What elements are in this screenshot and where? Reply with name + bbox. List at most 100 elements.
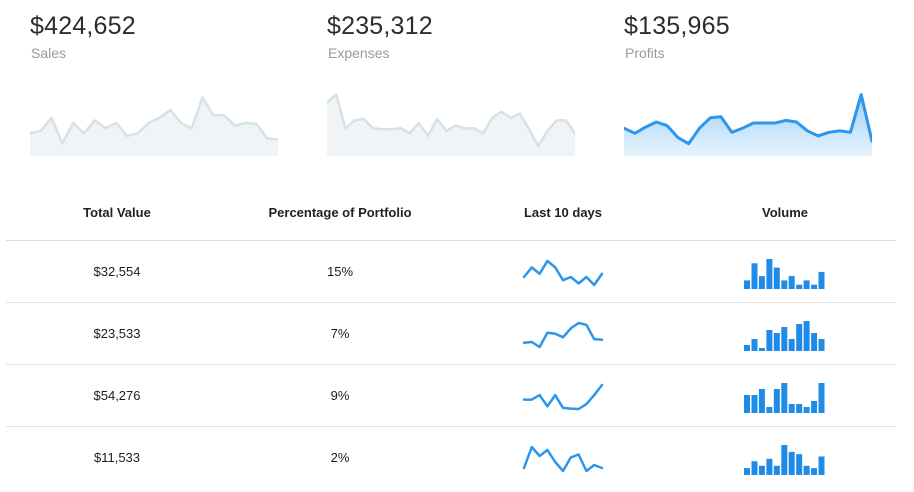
volume-bar <box>751 338 758 351</box>
sparkline-area <box>624 94 872 156</box>
volume-bar <box>744 344 750 351</box>
sparkline-line <box>30 95 278 145</box>
volume-bar-chart <box>744 258 825 289</box>
total-value-cell: $32,554 <box>93 264 141 279</box>
volume-bar <box>811 467 818 475</box>
volume-bar <box>781 279 788 289</box>
trend-sparkline <box>522 383 604 410</box>
volume-bar <box>773 332 780 351</box>
column-header-last-10-days[interactable]: Last 10 days <box>523 205 603 220</box>
volume-bar <box>766 258 773 289</box>
table-row[interactable]: $54,276 9% <box>6 365 896 427</box>
percentage-cell: 2% <box>330 450 350 465</box>
kpi-sparkline <box>327 93 575 156</box>
trend-line <box>522 321 604 348</box>
trend-line <box>522 383 604 410</box>
table-row[interactable]: $23,533 7% <box>6 303 896 365</box>
percentage-cell: 15% <box>326 264 354 279</box>
kpi-sparkline <box>624 93 872 156</box>
volume-bar <box>781 326 788 351</box>
volume-bar-chart <box>744 320 825 351</box>
volume-bar <box>744 467 750 475</box>
volume-bar <box>818 382 825 413</box>
sparkline-area <box>327 94 575 156</box>
column-header-volume[interactable]: Volume <box>762 205 808 220</box>
volume-bar <box>803 320 810 351</box>
volume-bar <box>751 460 758 475</box>
kpi-label: Profits <box>625 45 665 61</box>
percentage-cell: 7% <box>330 326 350 341</box>
trend-cell <box>452 365 674 426</box>
volume-bar <box>818 456 825 475</box>
trend-sparkline <box>522 321 604 348</box>
volume-bar <box>781 444 788 475</box>
table-row[interactable]: $11,533 2% <box>6 427 896 488</box>
trend-line <box>522 445 604 472</box>
volume-bar <box>773 465 780 475</box>
volume-bar <box>811 332 818 351</box>
percentage-cell: 9% <box>330 388 350 403</box>
volume-bar <box>766 458 773 475</box>
trend-line <box>522 259 604 286</box>
volume-bar-chart <box>744 444 825 475</box>
volume-bar <box>788 451 795 475</box>
volume-bar <box>796 453 803 475</box>
sparkline-line <box>624 93 872 146</box>
table-row[interactable]: $32,554 15% <box>6 241 896 303</box>
volume-bar <box>744 279 750 289</box>
volume-bar <box>758 347 765 351</box>
volume-bar <box>803 465 810 475</box>
volume-bar <box>758 465 765 475</box>
volume-bar <box>796 284 803 289</box>
kpi-card-sales[interactable]: $424,652 Sales <box>0 0 278 160</box>
volume-cell <box>674 427 896 488</box>
volume-bar <box>751 262 758 289</box>
volume-bar <box>744 394 750 413</box>
total-value-cell: $54,276 <box>93 388 141 403</box>
sparkline-area <box>30 97 278 156</box>
volume-bar <box>803 406 810 413</box>
column-header-percentage[interactable]: Percentage of Portfolio <box>268 205 412 220</box>
trend-cell <box>452 303 674 364</box>
volume-cell <box>674 365 896 426</box>
volume-bar <box>751 394 758 413</box>
kpi-value: $424,652 <box>30 12 136 40</box>
sparkline-line <box>327 93 575 148</box>
kpi-value: $235,312 <box>327 12 433 40</box>
volume-bar <box>766 329 773 351</box>
portfolio-table: Total Value Percentage of Portfolio Last… <box>6 185 896 488</box>
table-header-row: Total Value Percentage of Portfolio Last… <box>6 185 896 241</box>
column-header-total-value[interactable]: Total Value <box>83 205 151 220</box>
kpi-sparkline <box>30 95 278 156</box>
volume-bar <box>773 388 780 413</box>
volume-bar <box>818 271 825 289</box>
volume-bar <box>758 275 765 289</box>
volume-cell <box>674 241 896 302</box>
kpi-label: Expenses <box>328 45 390 61</box>
volume-bar <box>788 403 795 413</box>
volume-bar <box>781 382 788 413</box>
volume-bar <box>788 275 795 289</box>
volume-bar <box>788 338 795 351</box>
kpi-card-expenses[interactable]: $235,312 Expenses <box>297 0 575 160</box>
volume-bar <box>796 323 803 351</box>
volume-bar-chart <box>744 382 825 413</box>
kpi-label: Sales <box>31 45 67 61</box>
kpi-card-profits[interactable]: $135,965 Profits <box>594 0 872 160</box>
trend-cell <box>452 241 674 302</box>
total-value-cell: $11,533 <box>93 450 141 465</box>
volume-bar <box>796 403 803 413</box>
volume-bar <box>773 267 780 289</box>
trend-cell <box>452 427 674 488</box>
volume-bar <box>818 338 825 351</box>
volume-bar <box>766 406 773 413</box>
volume-bar <box>758 388 765 413</box>
volume-bar <box>811 400 818 413</box>
kpi-value: $135,965 <box>624 12 730 40</box>
volume-bar <box>803 279 810 289</box>
total-value-cell: $23,533 <box>93 326 141 341</box>
volume-cell <box>674 303 896 364</box>
trend-sparkline <box>522 445 604 472</box>
trend-sparkline <box>522 259 604 286</box>
volume-bar <box>811 284 818 289</box>
